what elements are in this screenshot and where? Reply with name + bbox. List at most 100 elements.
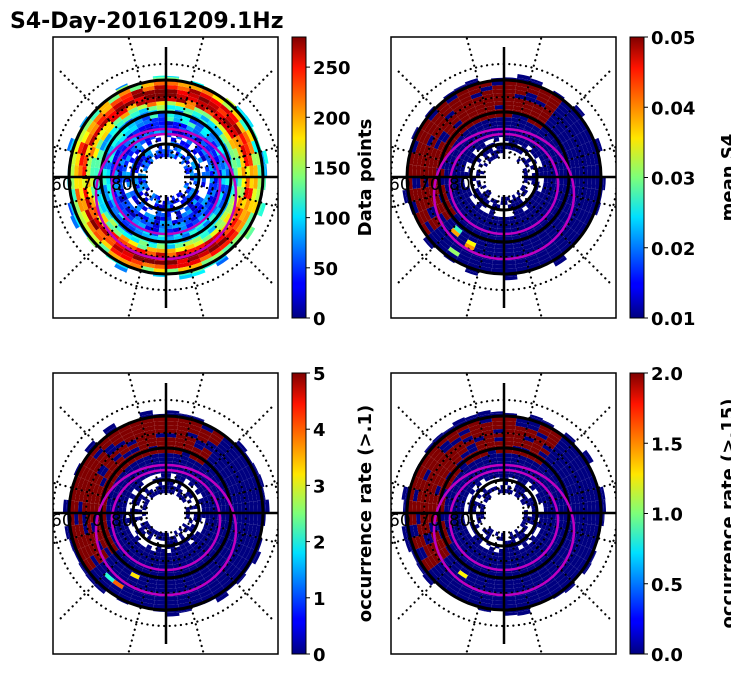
heatmap-cell xyxy=(487,191,492,196)
heatmap-cell xyxy=(114,240,126,250)
heatmap-cell xyxy=(186,138,193,146)
heatmap-cell xyxy=(124,140,133,148)
heatmap-cell xyxy=(77,548,87,561)
heatmap-cell xyxy=(473,247,485,255)
heatmap-cell xyxy=(225,168,231,177)
heatmap-cell xyxy=(497,224,504,230)
heatmap-cell xyxy=(122,513,127,519)
heatmap-cell xyxy=(529,414,544,421)
heatmap-cell xyxy=(149,532,154,538)
colorbar-tick-label: 2.0 xyxy=(651,364,683,385)
heatmap-cell xyxy=(419,166,425,177)
heatmap-cell xyxy=(547,452,558,463)
heatmap-cell xyxy=(522,554,530,561)
heatmap-cell xyxy=(504,604,517,610)
heatmap-cell xyxy=(197,539,205,547)
heatmap-cell xyxy=(114,476,122,485)
heatmap-cell xyxy=(551,177,557,184)
heatmap-cell xyxy=(544,576,556,586)
heatmap-cell xyxy=(224,477,233,487)
heatmap-cell xyxy=(143,487,149,494)
heatmap-cell xyxy=(147,105,158,112)
heatmap-cell xyxy=(577,522,584,534)
heatmap-cell xyxy=(257,513,263,526)
heatmap-cell xyxy=(504,433,515,438)
heatmap-cell xyxy=(525,428,538,436)
heatmap-cell xyxy=(496,116,504,122)
grid-spoke-dotted xyxy=(127,531,162,654)
heatmap-cell xyxy=(249,501,254,513)
heatmap-cell xyxy=(552,446,564,457)
heatmap-cell xyxy=(88,135,97,147)
grid-spoke-dotted xyxy=(184,181,278,209)
heatmap-cell xyxy=(188,424,202,432)
heatmap-cell xyxy=(518,119,527,126)
heatmap-cell xyxy=(257,177,263,190)
heatmap-cell xyxy=(112,436,124,447)
heatmap-cell xyxy=(551,474,560,483)
heatmap-cell xyxy=(96,149,104,160)
heatmap-cell xyxy=(504,92,515,98)
heatmap-cell xyxy=(198,95,210,105)
heatmap-cell xyxy=(192,218,201,226)
heatmap-cell xyxy=(419,534,427,547)
heatmap-cell xyxy=(415,535,423,549)
heatmap-cell xyxy=(104,192,111,202)
heatmap-cell xyxy=(569,494,576,505)
heatmap-cell xyxy=(458,589,471,598)
heatmap-cell xyxy=(192,208,200,216)
heatmap-cell xyxy=(110,582,122,593)
heatmap-cell xyxy=(78,165,83,177)
heatmap-cell xyxy=(93,553,103,565)
heatmap-cell xyxy=(130,235,140,244)
heatmap-cell xyxy=(225,564,236,576)
heatmap-cell xyxy=(489,121,498,127)
heatmap-cell xyxy=(154,194,159,200)
heatmap-cell xyxy=(437,477,446,487)
heatmap-cell xyxy=(509,215,516,221)
heatmap-cell xyxy=(147,441,158,448)
heatmap-cell xyxy=(550,429,563,440)
heatmap-cell xyxy=(452,196,459,205)
heatmap-cell xyxy=(542,501,548,508)
heatmap-cell xyxy=(471,95,484,104)
heatmap-cell xyxy=(124,483,132,491)
heatmap-cell xyxy=(416,154,423,166)
heatmap-cell xyxy=(180,160,185,165)
heatmap-cell xyxy=(542,153,549,161)
heatmap-cell xyxy=(468,88,482,96)
heatmap-cell xyxy=(166,584,176,589)
heatmap-cell xyxy=(245,227,256,240)
heatmap-cell xyxy=(120,589,133,598)
heatmap-cell xyxy=(98,100,110,112)
heatmap-cell xyxy=(469,128,478,136)
heatmap-cell xyxy=(494,244,504,250)
heatmap-cell xyxy=(93,503,99,513)
heatmap-cell xyxy=(567,125,577,137)
heatmap-cell xyxy=(441,469,451,479)
heatmap-cell xyxy=(492,421,504,426)
heatmap-cell xyxy=(471,431,484,440)
heatmap-cell xyxy=(225,513,231,522)
heatmap-cell xyxy=(426,207,435,219)
heatmap-cell xyxy=(143,151,149,158)
heatmap-cell xyxy=(581,187,588,199)
heatmap-cell xyxy=(88,471,97,483)
heatmap-cell xyxy=(551,207,560,216)
heatmap-cell xyxy=(77,212,87,225)
heatmap-cell xyxy=(100,130,109,141)
heatmap-cell xyxy=(147,578,158,585)
heatmap-cell xyxy=(139,138,146,146)
heatmap-cell xyxy=(200,114,210,124)
heatmap-cell xyxy=(183,157,189,163)
heatmap-cell xyxy=(154,421,166,426)
heatmap-cell xyxy=(108,490,115,499)
heatmap-cell xyxy=(166,104,176,110)
heatmap-cell xyxy=(535,533,543,540)
heatmap-cell xyxy=(154,215,161,221)
heatmap-cell xyxy=(603,499,607,513)
heatmap-cell xyxy=(533,103,544,112)
heatmap-cell xyxy=(93,461,103,473)
heatmap-cell xyxy=(484,557,492,564)
heatmap-cell xyxy=(110,543,119,552)
